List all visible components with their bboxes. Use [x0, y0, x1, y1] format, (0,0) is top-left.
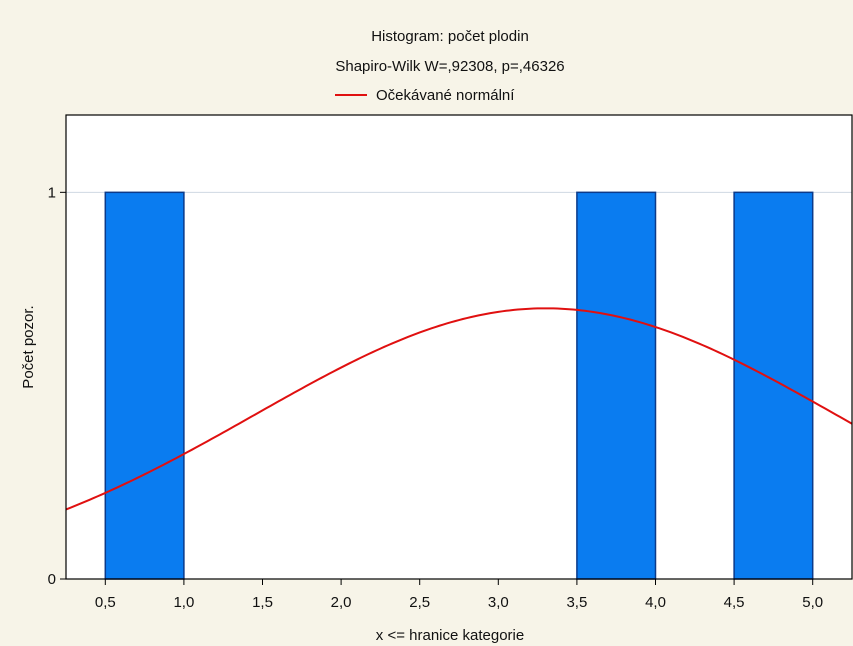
x-tick-label: 1,0 — [173, 594, 194, 611]
x-tick-label: 2,0 — [331, 594, 352, 611]
normal-curve-line — [65, 307, 853, 511]
x-tick-label: 2,5 — [409, 594, 430, 611]
bars — [104, 191, 814, 580]
histogram-bar — [733, 191, 814, 580]
x-tick-label: 0,5 — [95, 594, 116, 611]
normal-curve-layer — [65, 307, 853, 511]
y-axis-ticks: 01 — [48, 184, 66, 588]
x-tick-label: 3,5 — [566, 594, 587, 611]
x-tick-label: 4,0 — [645, 594, 666, 611]
x-axis-label: x <= hranice kategorie — [376, 627, 524, 644]
y-tick-label: 0 — [48, 571, 56, 588]
histogram-bar — [104, 191, 185, 580]
y-axis-label: Počet pozor. — [20, 305, 37, 388]
legend-label: Očekávané normální — [376, 87, 515, 104]
x-tick-label: 3,0 — [488, 594, 509, 611]
x-tick-label: 1,5 — [252, 594, 273, 611]
x-tick-label: 4,5 — [724, 594, 745, 611]
chart-title: Histogram: počet plodin — [371, 28, 529, 45]
x-tick-label: 5,0 — [802, 594, 823, 611]
histogram-bar — [576, 191, 657, 580]
chart-subtitle: Shapiro-Wilk W=,92308, p=,46326 — [335, 58, 564, 75]
plot-frame — [65, 114, 853, 580]
y-tick-label: 1 — [48, 184, 56, 201]
x-axis-ticks: 0,5 1,0 1,5 2,0 2,5 3,0 3,5 4,0 4,5 5,0 — [95, 579, 823, 611]
legend: Očekávané normální — [335, 87, 515, 104]
